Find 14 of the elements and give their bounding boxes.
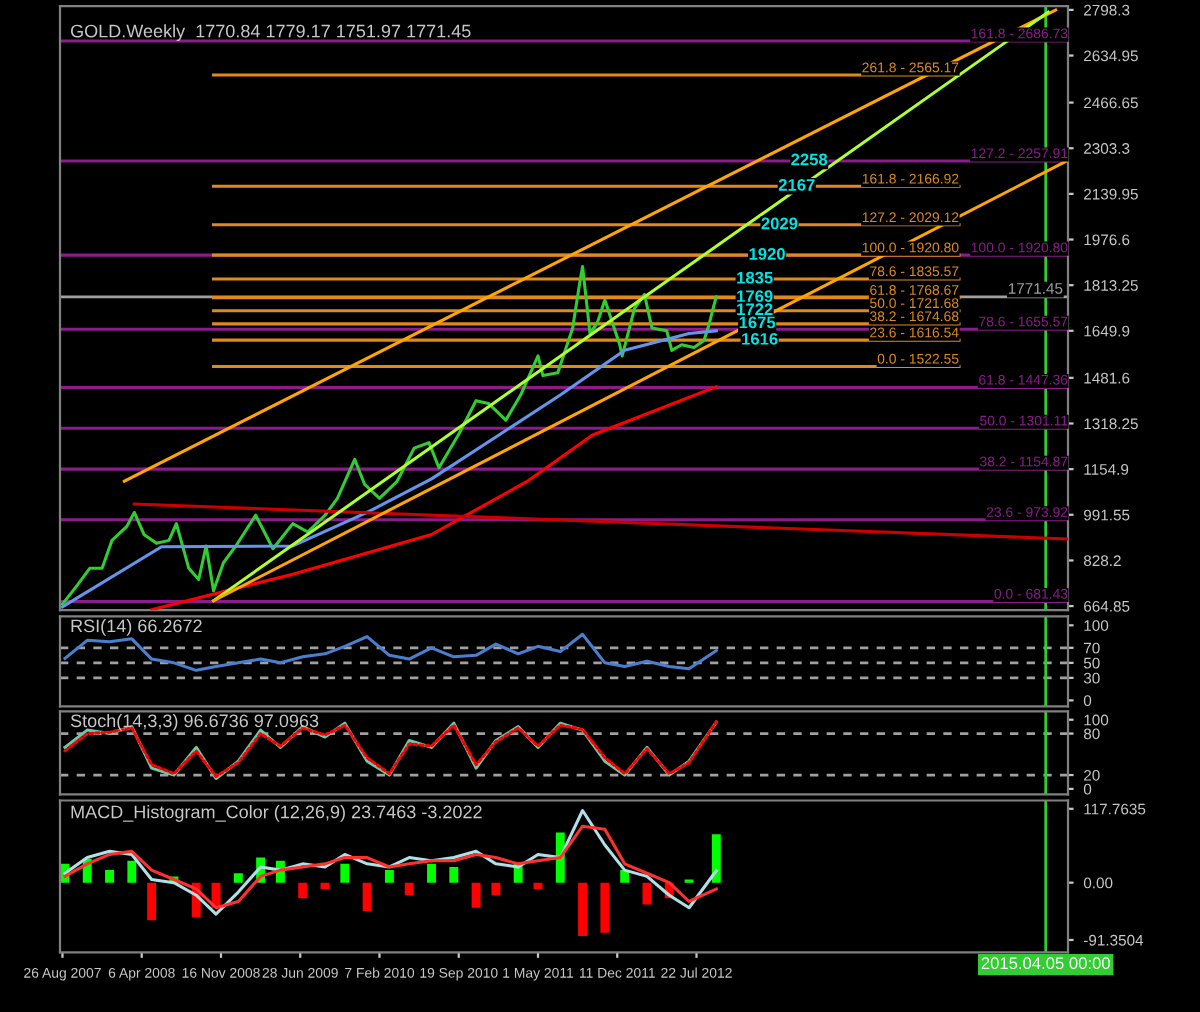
text: GOLD.Weekly 1770.84 1779.17 1751.97 1771.45 [70,24,471,42]
chart-title: RSI(14) 66.2672 [71,619,202,636]
annotation: 1835 [737,271,773,284]
annotation: 1722 [737,303,773,315]
annotation: 2167 [778,178,815,191]
annotation: 1616 [742,332,778,345]
annotation: 2258 [791,153,828,166]
chart-title: Stoch(14,3,3) 96.6736 97.0963 [70,713,319,731]
ref-line-label: 2015.04.05 00:00 [981,957,1110,970]
annotation: 1769 [737,290,773,303]
annotation: 2029 [761,217,798,230]
annotation: 1675 [739,316,776,329]
chart-title: MACD_Histogram_Color (12,26,9) 23.7463 -3.2022 [71,805,482,822]
annotation: 1920 [749,248,785,260]
